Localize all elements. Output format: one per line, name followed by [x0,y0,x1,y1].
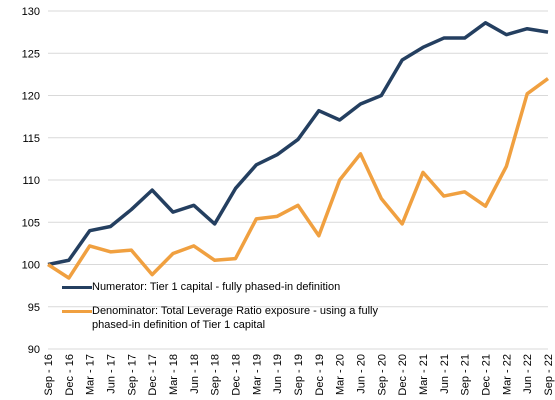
x-tick-label: Sep - 18 [210,354,222,396]
legend-item: Denominator: Total Leverage Ratio exposu… [62,304,392,332]
y-tick-label: 95 [28,302,40,314]
legend-label: Denominator: Total Leverage Ratio exposu… [92,305,378,331]
x-tick-label: Jun - 19 [272,354,284,394]
x-tick-label: Sep - 21 [460,354,472,396]
x-tick-label: Jun - 17 [106,354,118,394]
y-tick-label: 105 [22,217,40,229]
x-tick-label: Dec - 18 [231,354,243,396]
x-tick-label: Sep - 20 [376,354,388,396]
x-tick-label: Sep - 19 [293,354,305,396]
legend-swatch [62,286,92,289]
y-tick-label: 100 [22,260,40,272]
x-tick-label: Sep - 22 [543,354,555,396]
x-tick-label: Sep - 16 [43,354,55,396]
x-tick-label: Mar - 17 [85,354,97,395]
x-tick-label: Dec - 16 [64,354,76,396]
x-tick-label: Sep - 17 [126,354,138,396]
x-tick-label: Mar - 20 [335,354,347,395]
x-tick-label: Dec - 17 [147,354,159,396]
legend-swatch [62,310,92,313]
x-tick-label: Mar - 21 [418,354,430,395]
x-tick-label: Jun - 21 [439,354,451,394]
legend: Numerator: Tier 1 capital - fully phased… [62,280,392,342]
x-tick-label: Jun - 22 [522,354,534,394]
x-tick-label: Dec - 20 [397,354,409,396]
series-line [47,21,549,267]
x-tick-label: Dec - 19 [314,354,326,396]
x-tick-label: Mar - 22 [501,354,513,395]
y-tick-label: 120 [22,91,40,103]
y-tick-label: 130 [22,6,40,18]
x-tick-label: Mar - 19 [251,354,263,395]
x-tick-label: Jun - 20 [356,354,368,394]
legend-label: Numerator: Tier 1 capital - fully phased… [92,281,341,293]
legend-item: Numerator: Tier 1 capital - fully phased… [62,280,392,294]
y-tick-label: 110 [22,175,40,187]
y-tick-label: 125 [22,48,40,60]
x-tick-label: Dec - 21 [481,354,493,396]
y-tick-label: 90 [28,344,40,356]
x-tick-label: Jun - 18 [189,354,201,394]
y-tick-label: 115 [22,133,40,145]
x-tick-label: Mar - 18 [168,354,180,395]
series-line [47,77,550,280]
